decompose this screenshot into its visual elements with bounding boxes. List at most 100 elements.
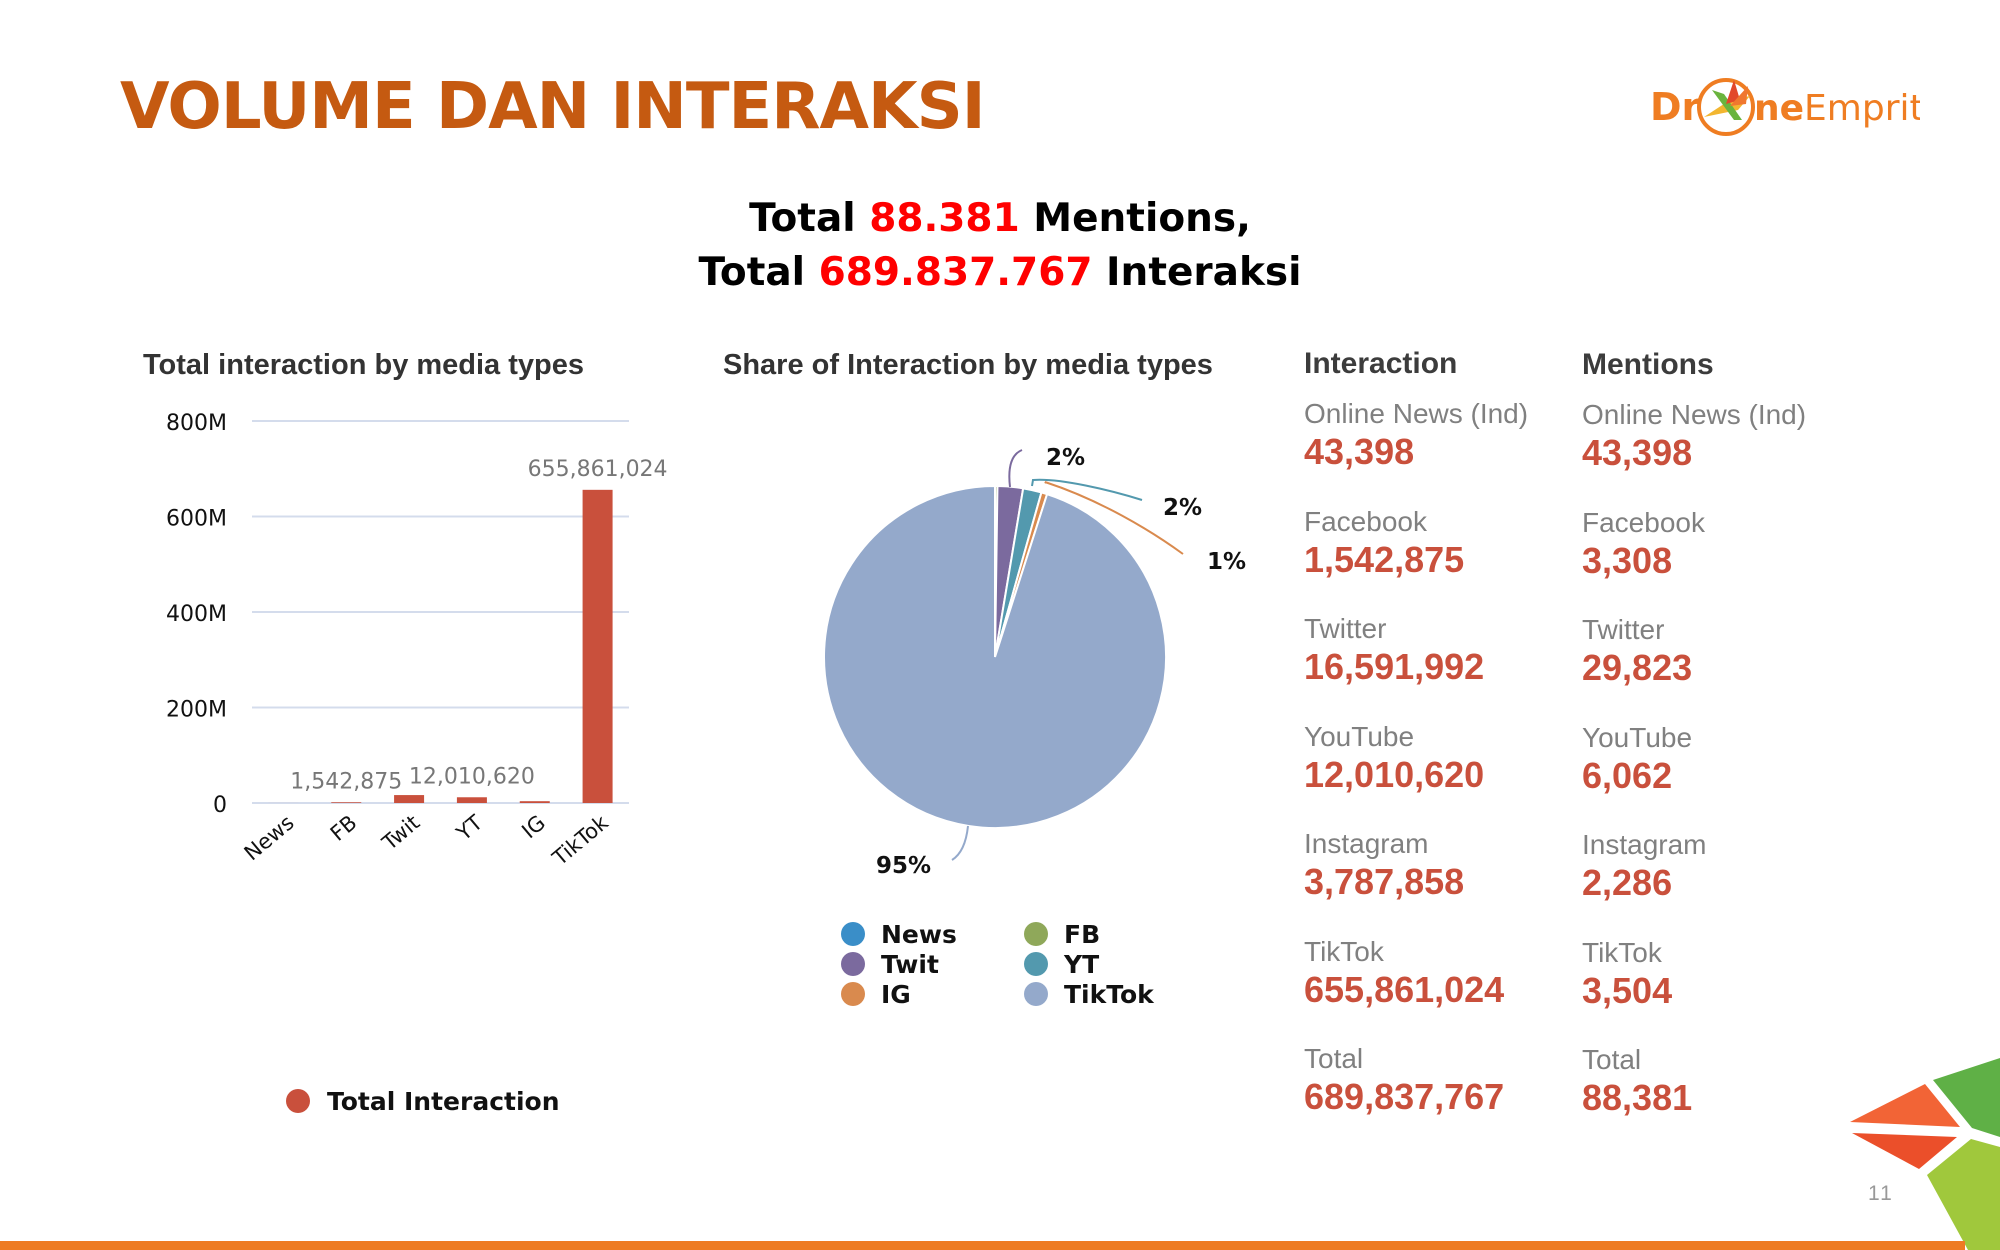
drone-emprit-logo: Dr neEmprit [1650, 78, 1920, 136]
pie-slice-tiktok [823, 484, 1167, 829]
interaction-item: Instagram 3,787,858 [1304, 827, 1564, 935]
summary-text: Interaksi [1106, 250, 1302, 295]
interaction-item-label: Instagram [1304, 828, 1429, 859]
svg-text:Dr: Dr [1650, 85, 1701, 129]
mentions-item-value: 3,504 [1582, 969, 1673, 1011]
total-interactions-value: 689.837.767 [818, 250, 1093, 295]
summary-text: Mentions, [1033, 196, 1251, 241]
mentions-item-value: 3,308 [1582, 539, 1673, 581]
interaction-column: Interaction Online News (Ind) 43,398 Faceb… [1304, 347, 1564, 1150]
mentions-item-value: 43,398 [1582, 432, 1693, 473]
interaction-item-value: 689,837,767 [1304, 1076, 1505, 1117]
y-tick-label: 400M [166, 602, 227, 627]
mentions-item: Facebook 3,308 [1582, 506, 1842, 614]
interaction-item-value: 1,542,875 [1304, 538, 1465, 580]
pie-data-label: 95% [876, 853, 931, 879]
legend-label: Total Interaction [327, 1087, 560, 1116]
interaction-item: TikTok 655,861,024 [1304, 935, 1564, 1043]
interaction-item: Total 689,837,767 [1304, 1042, 1564, 1150]
bar-chart-title: Total interaction by media types [143, 349, 585, 381]
legend-swatch-news [841, 922, 865, 946]
legend-swatch-ig [841, 982, 865, 1006]
interaction-item-label: Twitter [1304, 613, 1387, 644]
page-number: 11 [1868, 1182, 1894, 1205]
summary-mentions: Total 88.381 Mentions, [0, 196, 2000, 241]
y-tick-label: 200M [166, 698, 227, 723]
summary-text: Total [698, 250, 806, 295]
interaction-item-value: 16,591,992 [1304, 646, 1485, 687]
leader-line [951, 825, 969, 861]
interaction-item-label: YouTube [1304, 720, 1415, 752]
bar-twit [394, 795, 425, 803]
pie-data-label: 2% [1163, 495, 1202, 521]
interaction-item: Online News (Ind) 43,398 [1304, 397, 1564, 505]
mentions-item-value: 29,823 [1582, 647, 1693, 688]
interaction-item-value: 12,010,620 [1304, 753, 1485, 795]
bar-data-label: 1,542,875 [290, 769, 402, 794]
mentions-item: Instagram 2,286 [1582, 828, 1842, 936]
summary-interactions: Total 689.837.767 Interaksi [0, 250, 2000, 295]
bar-tiktok [582, 489, 613, 803]
mentions-item-label: Online News (Ind) [1582, 399, 1807, 430]
pie-chart-title: Share of Interaction by media types [723, 349, 1213, 381]
interaction-item-value: 3,787,858 [1304, 861, 1465, 902]
legend-label: FB [1064, 920, 1100, 949]
interaction-item: Facebook 1,542,875 [1304, 505, 1564, 613]
bar-ig [519, 801, 550, 803]
leader-line [1008, 449, 1023, 488]
legend-label: Twit [881, 950, 939, 979]
legend-label: YT [1063, 950, 1099, 979]
summary-text: Total [749, 196, 856, 241]
legend-label: News [881, 920, 957, 949]
bar-data-label: 12,010,620 [409, 764, 535, 789]
mentions-item-label: Total [1582, 1044, 1642, 1075]
page-title: VOLUME DAN INTERAKSI [120, 70, 986, 144]
pie-data-label: 2% [1046, 445, 1085, 471]
legend-swatch [286, 1089, 310, 1113]
mentions-item-label: Facebook [1582, 506, 1705, 538]
mentions-column: Mentions Online News (Ind) 43,398 Facebook… [1582, 348, 1842, 1151]
svg-text:neEmprit: neEmprit [1754, 88, 1920, 129]
bar-fb [331, 802, 362, 803]
mentions-header: Mentions [1582, 348, 1714, 381]
legend-swatch-tiktok [1024, 982, 1048, 1006]
mentions-item-label: TikTok [1582, 936, 1662, 968]
y-tick-label: 800M [166, 411, 227, 436]
interaction-item-value: 43,398 [1304, 431, 1415, 472]
leader-line [1044, 481, 1184, 555]
bar-yt [456, 797, 487, 803]
interaction-item-label: Online News (Ind) [1304, 398, 1529, 429]
leader-line [1031, 478, 1143, 501]
mentions-item: Total 88,381 [1582, 1043, 1842, 1151]
legend-swatch-twit [841, 952, 865, 976]
mentions-item-value: 2,286 [1582, 862, 1673, 903]
mentions-item-label: Twitter [1582, 614, 1665, 645]
interaction-item-label: Facebook [1304, 505, 1427, 537]
total-mentions-value: 88.381 [869, 196, 1020, 241]
mentions-item: YouTube 6,062 [1582, 721, 1842, 829]
interaction-item-label: Total [1304, 1043, 1364, 1074]
legend-label: TikTok [1064, 980, 1155, 1009]
mentions-item-label: YouTube [1582, 721, 1693, 753]
pie-data-label: 1% [1207, 549, 1246, 575]
legend-swatch-yt [1024, 952, 1048, 976]
bar-data-label: 655,861,024 [528, 457, 668, 482]
interaction-item-label: TikTok [1304, 935, 1384, 967]
interaction-item-value: 655,861,024 [1304, 968, 1505, 1010]
bottom-bar [0, 1241, 1965, 1250]
mentions-item: Twitter 29,823 [1582, 613, 1842, 721]
interaction-item: YouTube 12,010,620 [1304, 720, 1564, 828]
mentions-item: TikTok 3,504 [1582, 936, 1842, 1044]
mentions-item: Online News (Ind) 43,398 [1582, 398, 1842, 506]
legend-swatch-fb [1024, 922, 1048, 946]
legend-label: IG [881, 980, 911, 1009]
mentions-item-value: 88,381 [1582, 1077, 1693, 1118]
y-tick-label: 0 [213, 793, 227, 818]
y-tick-label: 600M [166, 507, 227, 532]
mentions-item-value: 6,062 [1582, 754, 1673, 796]
mentions-item-label: Instagram [1582, 829, 1707, 860]
interaction-header: Interaction [1304, 347, 1458, 380]
interaction-item: Twitter 16,591,992 [1304, 612, 1564, 720]
